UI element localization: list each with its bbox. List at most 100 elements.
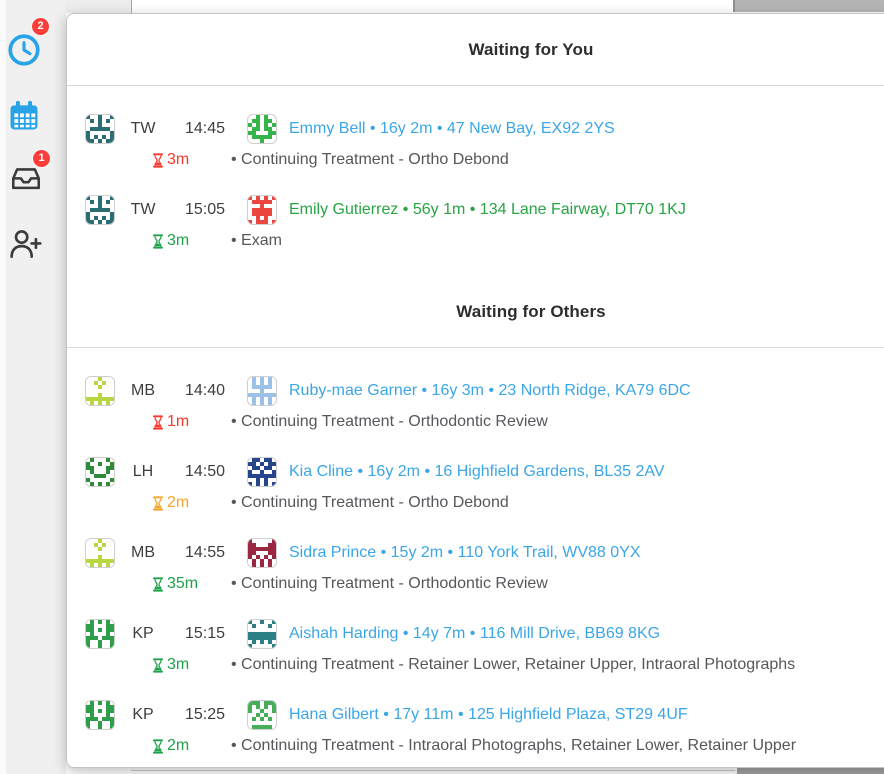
wait-duration: 2m — [152, 494, 231, 512]
wait-duration: 1m — [152, 413, 231, 431]
treatment-line: 3m • Continuing Treatment - Ortho Debond — [152, 149, 884, 171]
wait-duration: 3m — [152, 232, 231, 250]
wait-time: 35m — [167, 575, 199, 592]
patient-identicon-icon — [247, 457, 277, 487]
appointment-line: KP 15:25 Hana Gilbert • 17y 11m • 125 Hi… — [85, 700, 884, 730]
wait-time: 3m — [167, 656, 190, 673]
appointment-time: 15:05 — [184, 201, 226, 218]
provider-identicon-icon — [85, 619, 115, 649]
wait-time: 3m — [167, 151, 190, 168]
provider-identicon-icon — [85, 457, 115, 487]
waiting-count-badge: 2 — [32, 18, 49, 35]
sidebar-item-waiting-list[interactable] — [7, 33, 41, 67]
treatment-line: 35m • Continuing Treatment - Orthodontic… — [152, 573, 884, 595]
appointment-time: 15:15 — [184, 625, 226, 642]
waiting-list-row[interactable]: TW 14:45 Emmy Bell • 16y 2m • 47 New Bay… — [85, 114, 884, 171]
provider-initials: LH — [132, 463, 154, 480]
treatment-line: 3m • Continuing Treatment - Retainer Low… — [152, 654, 884, 676]
appointment-time: 14:45 — [184, 120, 226, 137]
sidebar-item-calendar[interactable] — [7, 99, 41, 133]
provider-initials: TW — [130, 201, 156, 218]
patient-identicon-icon — [247, 619, 277, 649]
section-waiting-for-others: Waiting for Others MB 14:40 Ruby-mae Gar… — [67, 276, 884, 757]
hourglass-icon — [153, 233, 163, 249]
appointment-line: KP 15:15 Aishah Harding • 14y 7m • 116 M… — [85, 619, 884, 649]
treatment-text: • Continuing Treatment - Ortho Debond — [231, 494, 509, 511]
patient-info-link[interactable]: Kia Cline • 16y 2m • 16 Highfield Garden… — [289, 463, 665, 480]
background-scrollbar-top — [733, 0, 884, 12]
treatment-line: 2m • Continuing Treatment - Intraoral Ph… — [152, 735, 884, 757]
patient-info-link[interactable]: Hana Gilbert • 17y 11m • 125 Highfield P… — [289, 706, 688, 723]
appointment-time: 15:25 — [184, 706, 226, 723]
provider-identicon-icon — [85, 376, 115, 406]
waiting-list-row[interactable]: KP 15:15 Aishah Harding • 14y 7m • 116 M… — [85, 619, 884, 676]
patient-identicon-icon — [247, 376, 277, 406]
hourglass-icon — [153, 414, 163, 430]
section-divider — [67, 85, 884, 86]
section-divider — [67, 347, 884, 348]
patient-info-link[interactable]: Ruby-mae Garner • 16y 3m • 23 North Ridg… — [289, 382, 691, 399]
wait-time: 2m — [167, 737, 190, 754]
appointment-time: 14:50 — [184, 463, 226, 480]
treatment-text: • Continuing Treatment - Orthodontic Rev… — [231, 575, 548, 592]
section-waiting-for-you: Waiting for You TW 14:45 Emmy Bell • 16y… — [67, 14, 884, 252]
wait-duration: 3m — [152, 151, 231, 169]
background-scrollbar-bottom — [737, 767, 884, 774]
appointment-line: TW 15:05 Emily Gutierrez • 56y 1m • 134 … — [85, 195, 884, 225]
treatment-text: • Continuing Treatment - Orthodontic Rev… — [231, 413, 548, 430]
provider-identicon-icon — [85, 538, 115, 568]
wait-time: 2m — [167, 494, 190, 511]
appointment-line: LH 14:50 Kia Cline • 16y 2m • 16 Highfie… — [85, 457, 884, 487]
treatment-line: 2m • Continuing Treatment - Ortho Debond — [152, 492, 884, 514]
inbox-count-badge: 1 — [33, 150, 50, 167]
wait-duration: 35m — [152, 575, 231, 593]
hourglass-icon — [153, 738, 163, 754]
waiting-list-row[interactable]: MB 14:55 Sidra Prince • 15y 2m • 110 Yor… — [85, 538, 884, 595]
appointment-line: TW 14:45 Emmy Bell • 16y 2m • 47 New Bay… — [85, 114, 884, 144]
provider-initials: KP — [132, 706, 154, 723]
waiting-list-row[interactable]: KP 15:25 Hana Gilbert • 17y 11m • 125 Hi… — [85, 700, 884, 757]
appointment-line: MB 14:55 Sidra Prince • 15y 2m • 110 Yor… — [85, 538, 884, 568]
inbox-tray-icon — [8, 165, 44, 193]
patient-info-link[interactable]: Emmy Bell • 16y 2m • 47 New Bay, EX92 2Y… — [289, 120, 615, 137]
hourglass-icon — [153, 576, 163, 592]
appointment-time: 14:55 — [184, 544, 226, 561]
waiting-list-popover: Waiting for You TW 14:45 Emmy Bell • 16y… — [66, 13, 884, 768]
section-title: Waiting for You — [468, 40, 594, 59]
section-title: Waiting for Others — [456, 302, 606, 321]
appointment-line: MB 14:40 Ruby-mae Garner • 16y 3m • 23 N… — [85, 376, 884, 406]
patient-identicon-icon — [247, 700, 277, 730]
provider-initials: KP — [132, 625, 154, 642]
treatment-text: • Continuing Treatment - Intraoral Photo… — [231, 737, 797, 754]
wait-time: 1m — [167, 413, 190, 430]
background-divider-bottom — [131, 770, 735, 771]
waiting-list-row[interactable]: TW 15:05 Emily Gutierrez • 56y 1m • 134 … — [85, 195, 884, 252]
treatment-text: • Exam — [231, 232, 282, 249]
provider-initials: MB — [131, 382, 155, 399]
hourglass-icon — [153, 152, 163, 168]
calendar-icon — [7, 99, 41, 133]
patient-identicon-icon — [247, 538, 277, 568]
treatment-text: • Continuing Treatment - Ortho Debond — [231, 151, 509, 168]
appointment-time: 14:40 — [184, 382, 226, 399]
treatment-text: • Continuing Treatment - Retainer Lower,… — [231, 656, 796, 673]
background-column-header — [66, 0, 132, 13]
hourglass-icon — [153, 495, 163, 511]
provider-identicon-icon — [85, 700, 115, 730]
provider-initials: TW — [130, 120, 156, 137]
hourglass-icon — [153, 657, 163, 673]
patient-info-link[interactable]: Emily Gutierrez • 56y 1m • 134 Lane Fair… — [289, 201, 686, 218]
wait-duration: 2m — [152, 737, 231, 755]
sidebar-item-inbox[interactable] — [8, 165, 44, 193]
patient-info-link[interactable]: Sidra Prince • 15y 2m • 110 York Trail, … — [289, 544, 641, 561]
patient-identicon-icon — [247, 195, 277, 225]
patient-info-link[interactable]: Aishah Harding • 14y 7m • 116 Mill Drive… — [289, 625, 661, 642]
patient-identicon-icon — [247, 114, 277, 144]
person-add-icon — [7, 228, 43, 260]
waiting-list-row[interactable]: MB 14:40 Ruby-mae Garner • 16y 3m • 23 N… — [85, 376, 884, 433]
waiting-list-row[interactable]: LH 14:50 Kia Cline • 16y 2m • 16 Highfie… — [85, 457, 884, 514]
sidebar-item-add-patient[interactable] — [7, 228, 43, 260]
provider-initials: MB — [131, 544, 155, 561]
treatment-line: 3m • Exam — [152, 230, 884, 252]
wait-duration: 3m — [152, 656, 231, 674]
